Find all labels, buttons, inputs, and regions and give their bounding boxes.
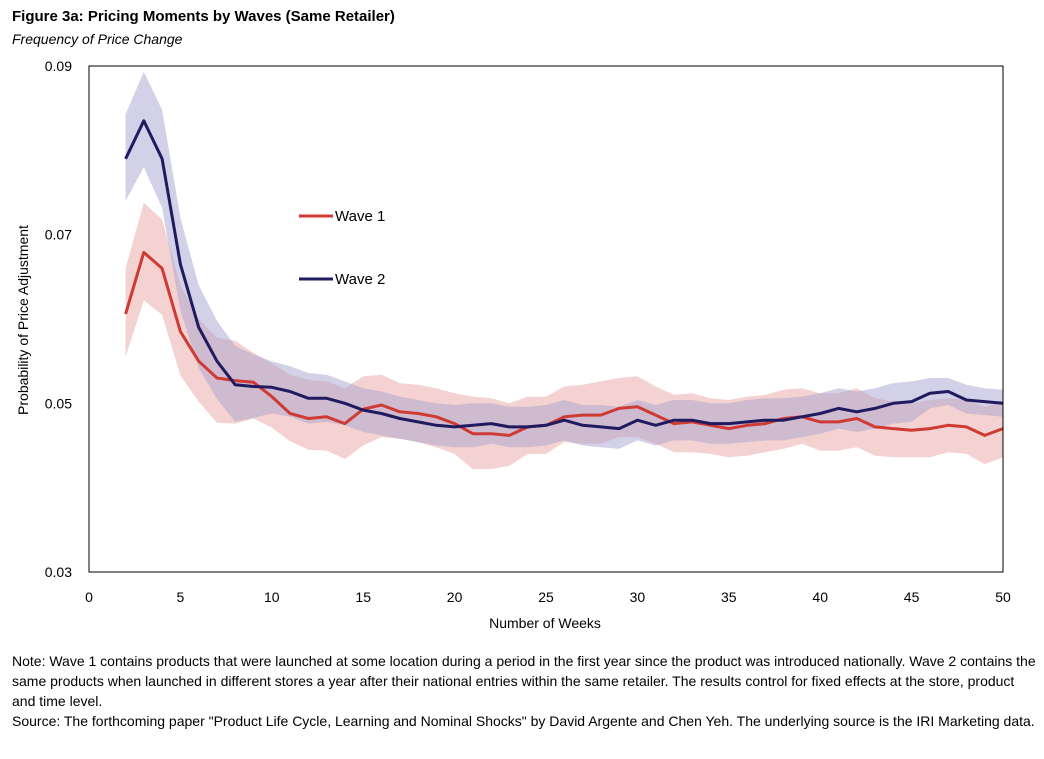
x-axis-label: Number of Weeks [489,615,601,631]
x-tick-label: 15 [355,589,371,605]
figure-subtitle: Frequency of Price Change [12,31,183,47]
series-lines [124,119,1004,437]
wave-1-line [124,250,1004,437]
plot-frame [88,65,1004,573]
legend: Wave 1 Wave 2 [299,208,385,288]
x-tick-label: 40 [812,589,828,605]
y-tick-label: 0.03 [45,564,72,580]
y-axis-ticks: 0.03 0.05 0.07 0.09 [45,58,72,580]
source-text: Source: The forthcoming paper "Product L… [12,713,1035,729]
wave-2-confidence-band [125,71,1004,449]
figure-title: Figure 3a: Pricing Moments by Waves (Sam… [12,8,395,25]
y-tick-label: 0.05 [45,395,72,411]
x-tick-label: 25 [538,589,554,605]
x-axis-ticks: 0 5 10 15 20 25 30 35 40 45 50 [85,589,1011,605]
line-chart: 0 5 10 15 20 25 30 35 40 45 50 0.03 0.05 0.07 0.09 Nu… [15,58,1011,631]
figure-notes: Note: Wave 1 contains products that were… [12,651,1037,731]
wave-2-line [124,119,1004,431]
y-tick-label: 0.09 [45,58,72,74]
legend-label-wave-1: Wave 1 [335,208,385,225]
x-tick-label: 0 [85,589,93,605]
x-tick-label: 35 [721,589,737,605]
x-tick-label: 45 [904,589,920,605]
x-tick-label: 50 [995,589,1011,605]
y-axis-label: Probability of Price Adjustment [15,225,31,415]
x-tick-label: 10 [264,589,280,605]
x-tick-label: 5 [177,589,185,605]
x-tick-label: 30 [630,589,646,605]
note-text: Note: Wave 1 contains products that were… [12,653,1036,709]
legend-label-wave-2: Wave 2 [335,271,385,288]
x-tick-label: 20 [447,589,463,605]
y-tick-label: 0.07 [45,227,72,243]
